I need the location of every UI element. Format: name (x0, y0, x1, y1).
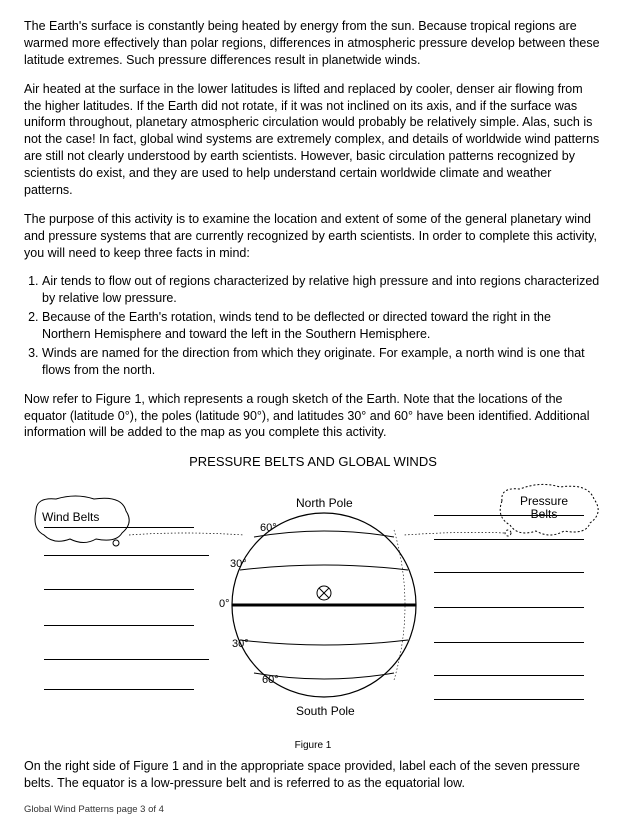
facts-list: Air tends to flow out of regions charact… (24, 273, 602, 378)
wind-blank-2[interactable] (44, 555, 209, 556)
figure-caption: Figure 1 (24, 739, 602, 753)
wind-blank-1[interactable] (44, 527, 194, 528)
south-pole-label: South Pole (296, 703, 355, 719)
wind-blank-4[interactable] (44, 625, 194, 626)
page-footer: Global Wind Patterns page 3 of 4 (24, 804, 602, 817)
figure-1: Wind Belts Pressure Belts Nort (24, 475, 602, 735)
pressure-blank-30n[interactable] (434, 572, 584, 573)
pressure-blank-60s[interactable] (434, 675, 584, 676)
pressure-blank-60n[interactable] (434, 539, 584, 540)
figure-title: PRESSURE BELTS AND GLOBAL WINDS (24, 453, 602, 471)
wind-blank-6[interactable] (44, 689, 194, 690)
north-pole-label: North Pole (296, 495, 353, 511)
pressure-blank-eq[interactable] (434, 607, 584, 608)
pressure-blank-np[interactable] (434, 515, 584, 516)
intro-para-1: The Earth's surface is constantly being … (24, 18, 602, 69)
lat-30n-label: 30° (230, 557, 247, 572)
pressure-blank-30s[interactable] (434, 642, 584, 643)
instruction-para: On the right side of Figure 1 and in the… (24, 758, 602, 792)
wind-blank-5[interactable] (44, 659, 209, 660)
fact-item-1: Air tends to flow out of regions charact… (42, 273, 602, 307)
lat-60n-label: 60° (260, 521, 277, 536)
globe-diagram (24, 475, 602, 735)
fact-item-3: Winds are named for the direction from w… (42, 345, 602, 379)
intro-para-3: The purpose of this activity is to exami… (24, 211, 602, 262)
fact-item-2: Because of the Earth's rotation, winds t… (42, 309, 602, 343)
figure-intro-para: Now refer to Figure 1, which represents … (24, 391, 602, 442)
lat-60s-label: 60° (262, 673, 279, 688)
pressure-blank-sp[interactable] (434, 699, 584, 700)
intro-para-2: Air heated at the surface in the lower l… (24, 81, 602, 199)
lat-30s-label: 30° (232, 637, 249, 652)
wind-blank-3[interactable] (44, 589, 194, 590)
lat-0-label: 0° (219, 597, 230, 612)
